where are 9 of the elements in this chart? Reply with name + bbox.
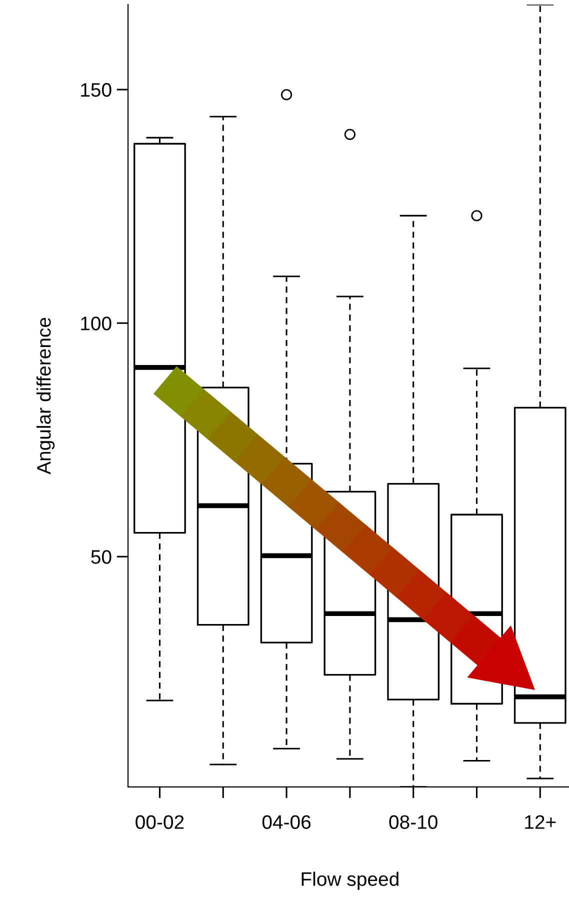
y-tick-label: 50 (91, 550, 112, 564)
x-tick-label: 12+ (525, 815, 556, 829)
x-axis-title: Flow speed (302, 872, 398, 890)
x-tick-label: 04-06 (262, 815, 311, 829)
y-tick-label: 100 (81, 316, 112, 330)
x-tick-label: 08-10 (389, 815, 438, 829)
x-tick-label: 00-02 (136, 815, 184, 829)
y-tick-label: 150 (81, 83, 112, 97)
y-axis-title: Angular difference (36, 318, 55, 474)
